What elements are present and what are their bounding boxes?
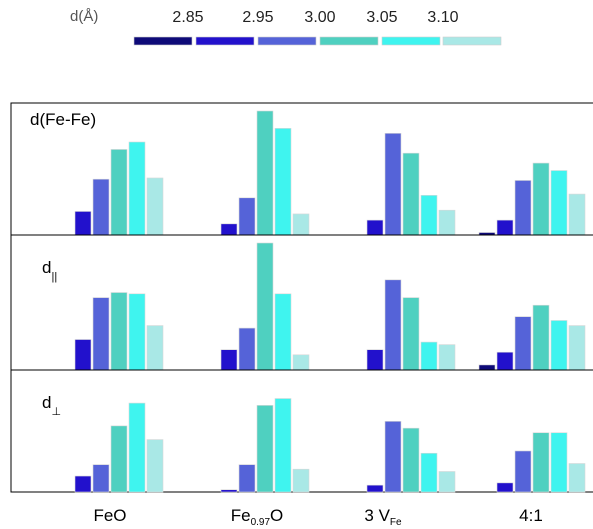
bar [385, 133, 401, 235]
panel-label: d⊥ [42, 393, 61, 418]
bar [293, 355, 309, 370]
legend-tick-label: 3.00 [304, 9, 335, 26]
category-label: 4:1 [519, 506, 543, 525]
bar [257, 243, 273, 370]
bar [93, 465, 109, 492]
bar [551, 433, 567, 492]
bar [497, 352, 513, 370]
legend-swatch [134, 37, 192, 45]
bar [403, 153, 419, 235]
bar [257, 405, 273, 492]
bar [275, 399, 291, 492]
bar [439, 210, 455, 235]
bar [275, 128, 291, 235]
bar [367, 220, 383, 235]
legend-tick-label: 3.05 [366, 9, 397, 26]
bar [533, 433, 549, 492]
bar [221, 224, 237, 235]
bar [551, 320, 567, 370]
legend-tick-label: 2.95 [242, 9, 273, 26]
category-labels: FeO Fe0.97O 3 VFe 4:1 [93, 506, 542, 528]
bar [111, 293, 127, 370]
bar [569, 194, 585, 235]
bar [367, 350, 383, 370]
bar [403, 298, 419, 370]
bar [129, 403, 145, 492]
bar [129, 294, 145, 370]
category-label: FeO [93, 506, 126, 525]
panel: d(Fe-Fe) [11, 103, 593, 235]
bar [569, 326, 585, 370]
legend-swatch [196, 37, 254, 45]
bar [385, 421, 401, 492]
bar [93, 179, 109, 235]
category-label: 3 VFe [364, 506, 402, 528]
bar [111, 149, 127, 235]
bar [551, 171, 567, 235]
panel-label: d|| [42, 258, 57, 283]
bar [275, 294, 291, 370]
bar [257, 111, 273, 235]
bar [569, 464, 585, 493]
bar [515, 317, 531, 370]
bar [515, 180, 531, 235]
bar [439, 345, 455, 370]
bar [239, 328, 255, 370]
bar [403, 428, 419, 492]
bar [239, 465, 255, 492]
category-label: Fe0.97O [231, 506, 284, 528]
panels: d(Fe-Fe) d|| d⊥ [11, 103, 593, 492]
bar [367, 485, 383, 492]
bar [421, 195, 437, 235]
legend-swatch [258, 37, 316, 45]
bar [385, 280, 401, 370]
bar [147, 440, 163, 492]
legend-title: d(Å) [70, 8, 98, 25]
legend-swatch [443, 37, 501, 45]
panel-label: d(Fe-Fe) [30, 110, 96, 129]
bar [421, 453, 437, 492]
bar [533, 163, 549, 235]
bar [439, 471, 455, 492]
bar [111, 426, 127, 492]
bar [75, 476, 91, 492]
bar [129, 142, 145, 235]
bar [515, 451, 531, 492]
bar [533, 305, 549, 370]
legend-swatch [320, 37, 378, 45]
bar [75, 211, 91, 235]
bar [147, 178, 163, 235]
bar [497, 220, 513, 235]
bar [421, 342, 437, 370]
bar [497, 483, 513, 492]
bar [479, 365, 495, 370]
legend: d(Å) 2.85 2.95 3.00 3.05 3.10 [70, 8, 501, 45]
legend-swatch [382, 37, 440, 45]
bar [239, 198, 255, 235]
bar [75, 340, 91, 370]
bar [293, 469, 309, 492]
bar [93, 298, 109, 370]
legend-tick-label: 2.85 [172, 9, 203, 26]
bar [293, 214, 309, 235]
panel: d|| [11, 235, 593, 370]
panel: d⊥ [11, 370, 593, 492]
bar [147, 326, 163, 370]
bar [221, 350, 237, 370]
bar [221, 490, 237, 492]
legend-tick-label: 3.10 [427, 9, 458, 26]
